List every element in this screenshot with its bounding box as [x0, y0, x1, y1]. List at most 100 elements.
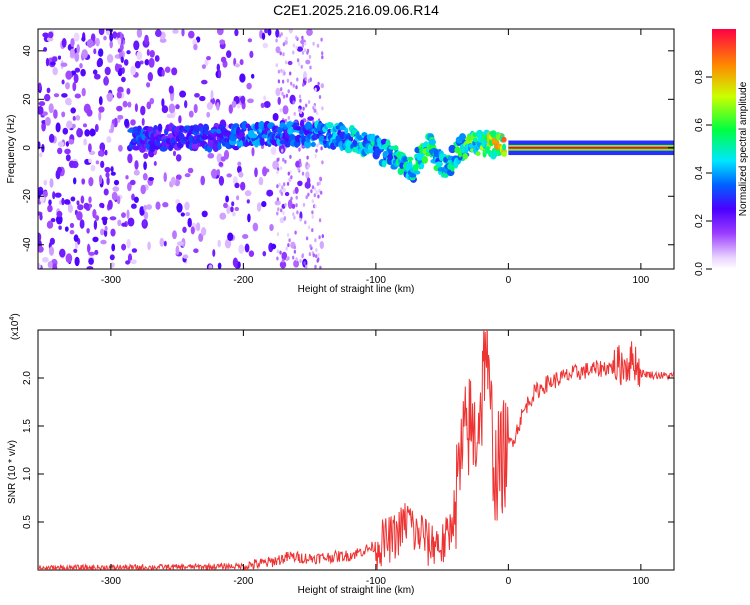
noise-cell: [295, 195, 298, 200]
ridge-cell: [276, 126, 283, 134]
colorbar-tick-label: 0.6: [694, 118, 705, 132]
noise-cell: [86, 108, 93, 117]
noise-cell: [284, 191, 290, 197]
noise-cell: [38, 141, 41, 150]
noise-cell: [210, 89, 214, 100]
noise-cell: [126, 209, 130, 219]
noise-cell: [320, 83, 325, 89]
noise-cell: [231, 201, 235, 207]
noise-cell: [261, 201, 267, 208]
noise-cell: [65, 70, 73, 80]
x-tick-label: -300: [101, 576, 121, 587]
noise-cell: [109, 254, 115, 261]
noise-cell: [124, 118, 130, 128]
noise-cell: [292, 50, 295, 55]
noise-cell: [146, 82, 151, 88]
noise-cell: [38, 105, 44, 115]
noise-cell: [69, 230, 75, 235]
noise-cell: [212, 249, 216, 257]
noise-cell: [275, 200, 278, 205]
noise-cell: [45, 57, 50, 67]
noise-cell: [244, 190, 252, 197]
noise-cell: [290, 196, 293, 201]
noise-cell: [184, 201, 190, 211]
noise-cell: [184, 100, 188, 109]
colorbar-gradient: [712, 29, 736, 269]
x-tick-label: 0: [506, 576, 512, 587]
noise-cell: [277, 69, 281, 74]
noise-cell: [110, 166, 114, 173]
y-tick-label: 1.5: [22, 419, 33, 433]
noise-cell: [302, 106, 305, 111]
snr-y-label: SNR (10 * v/v): [7, 440, 18, 504]
noise-cell: [38, 232, 42, 242]
ridge-cell: [241, 120, 248, 130]
ridge-cell: [381, 160, 387, 168]
noise-cell: [216, 153, 223, 163]
colorbar: 0.0 0.2 0.4 0.6 0.8 Normalized spectral ampl…: [694, 29, 749, 276]
noise-cell: [172, 150, 177, 157]
noise-cell: [301, 44, 304, 48]
noise-cell: [284, 60, 288, 65]
noise-cell: [73, 73, 79, 84]
noise-cell: [216, 63, 221, 72]
noise-cell: [133, 40, 140, 51]
noise-cell: [298, 94, 302, 99]
noise-cell: [309, 65, 312, 70]
noise-cell: [276, 170, 279, 175]
noise-cell: [275, 87, 281, 97]
noise-cell: [99, 148, 103, 157]
noise-cell: [116, 105, 123, 112]
noise-cell: [47, 261, 53, 269]
noise-cell: [289, 71, 292, 76]
noise-cell: [295, 35, 298, 40]
noise-cell: [61, 79, 65, 85]
noise-cell: [109, 32, 114, 42]
noise-cell: [125, 175, 129, 180]
noise-cell: [321, 160, 324, 165]
noise-cell: [299, 217, 302, 222]
noise-cell: [306, 155, 309, 160]
noise-cell: [109, 216, 117, 221]
noise-cell: [290, 175, 293, 180]
ridge-cell: [435, 161, 444, 167]
ridge-cell: [501, 136, 507, 143]
noise-cell: [105, 30, 111, 36]
noise-cell: [247, 213, 251, 223]
noise-cell: [81, 49, 88, 59]
ridge-cell: [201, 135, 210, 140]
noise-cell: [281, 148, 284, 153]
noise-cell: [321, 51, 324, 56]
noise-cell: [216, 102, 220, 111]
noise-cell: [285, 246, 288, 251]
noise-cell: [118, 144, 123, 152]
noise-cell: [81, 87, 86, 97]
noise-cell: [217, 262, 222, 269]
ridge-cell: [299, 119, 305, 128]
noise-cell: [232, 257, 239, 268]
noise-cell: [76, 200, 80, 206]
noise-cell: [286, 233, 290, 237]
noise-cell: [117, 219, 122, 227]
noise-cell: [290, 81, 293, 86]
ridge-cell: [259, 137, 265, 146]
noise-cell: [88, 251, 95, 256]
noise-cell: [279, 166, 283, 171]
noise-cell: [62, 127, 69, 135]
noise-cell: [88, 196, 92, 204]
noise-cell: [276, 232, 280, 237]
noise-cell: [116, 195, 121, 205]
noise-cell: [282, 105, 289, 115]
noise-cell: [121, 76, 126, 83]
noise-cell: [304, 41, 307, 46]
noise-cell: [236, 103, 241, 109]
noise-cell: [237, 261, 241, 269]
noise-cell: [73, 234, 79, 242]
colorbar-tick-label: 0.4: [694, 166, 705, 180]
noise-cell: [281, 79, 285, 84]
noise-cell: [48, 103, 54, 114]
noise-cell: [279, 108, 282, 113]
noise-cell: [201, 210, 208, 218]
noise-cell: [262, 251, 267, 257]
noise-cell: [305, 103, 308, 108]
